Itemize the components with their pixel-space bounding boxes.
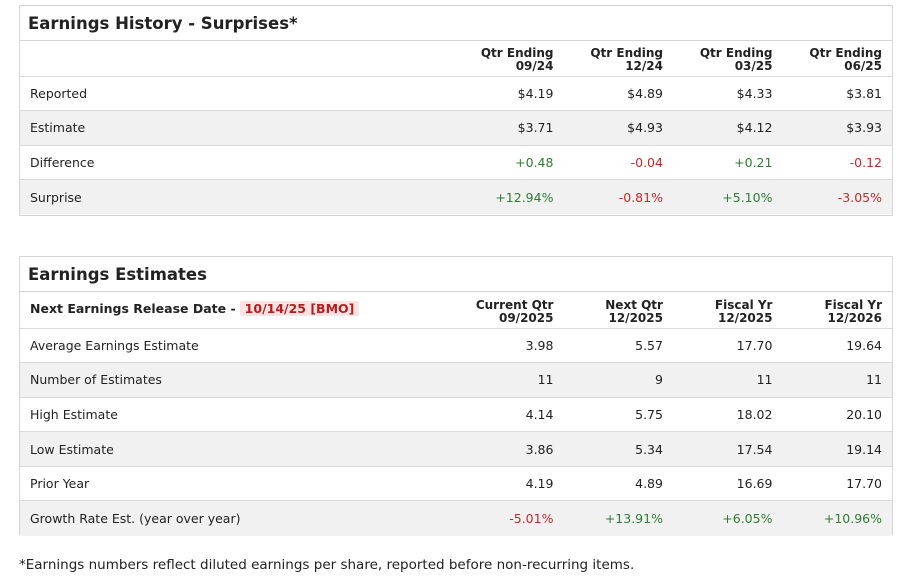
cell-value: 17.54: [672, 431, 783, 467]
history-row-surprise: Surprise +12.94% -0.81% +5.10% -3.05%: [20, 179, 892, 214]
estimates-row-low: Low Estimate 3.86 5.34 17.54 19.14: [20, 431, 892, 467]
cell-value: 11: [453, 362, 564, 398]
history-row-reported: Reported $4.19 $4.89 $4.33 $3.81: [20, 75, 892, 111]
row-label: Average Earnings Estimate: [20, 327, 454, 363]
row-label: Difference: [20, 144, 454, 180]
cell-value: 4.14: [453, 396, 564, 432]
earnings-estimates-panel: Earnings Estimates Next Earnings Release…: [19, 256, 893, 536]
cell-value: 11: [672, 362, 783, 398]
estimates-col-header-2: Next Qtr 12/2025: [605, 297, 663, 325]
estimates-row-growth-rate: Growth Rate Est. (year over year) -5.01%…: [20, 500, 892, 536]
history-row-estimate: Estimate $3.71 $4.93 $4.12 $3.93: [20, 110, 892, 145]
estimates-header-row: Next Earnings Release Date -10/14/25 [BM…: [20, 292, 892, 328]
history-header-empty: [20, 41, 454, 76]
cell-value: 4.89: [563, 465, 673, 501]
estimates-row-average: Average Earnings Estimate 3.98 5.57 17.7…: [20, 327, 892, 363]
cell-value: -0.81%: [563, 179, 673, 214]
row-label: Low Estimate: [20, 431, 454, 467]
cell-value: 5.34: [563, 431, 673, 467]
cell-value: +0.21: [672, 144, 783, 180]
estimates-col-header-3: Fiscal Yr 12/2025: [714, 297, 773, 325]
history-row-difference: Difference +0.48 -0.04 +0.21 -0.12: [20, 144, 892, 180]
cell-value: +5.10%: [672, 179, 783, 214]
cell-value: -0.04: [563, 144, 673, 180]
earnings-estimates-table: Next Earnings Release Date -10/14/25 [BM…: [20, 292, 892, 536]
earnings-history-panel: Earnings History - Surprises* Qtr Ending…: [19, 5, 893, 216]
row-label: High Estimate: [20, 396, 454, 432]
cell-value: +12.94%: [453, 179, 564, 214]
cell-value: $4.93: [563, 110, 673, 145]
history-col-header-3: Qtr Ending 03/25: [699, 45, 773, 73]
row-label: Prior Year: [20, 465, 454, 501]
cell-value: +0.48: [453, 144, 564, 180]
cell-value: $4.89: [563, 75, 673, 111]
history-col-header-1: Qtr Ending 09/24: [480, 45, 554, 73]
cell-value: 17.70: [782, 465, 892, 501]
estimates-row-high: High Estimate 4.14 5.75 18.02 20.10: [20, 396, 892, 432]
cell-value: 5.75: [563, 396, 673, 432]
footnote: *Earnings numbers reflect diluted earnin…: [19, 557, 635, 573]
estimates-col-header-1: Current Qtr 09/2025: [475, 297, 554, 325]
cell-value: 19.64: [782, 327, 892, 363]
cell-value: $3.71: [453, 110, 564, 145]
row-label: Reported: [20, 75, 454, 111]
cell-value: $3.93: [782, 110, 892, 145]
earnings-history-table: Qtr Ending 09/24 Qtr Ending 12/24 Qtr Endi…: [20, 41, 892, 214]
estimates-row-count: Number of Estimates 11 9 11 11: [20, 362, 892, 398]
cell-value: +6.05%: [672, 500, 783, 536]
history-col-header-4: Qtr Ending 06/25: [809, 45, 882, 73]
cell-value: 4.19: [453, 465, 564, 501]
next-release-date-badge: 10/14/25 [BMO]: [239, 300, 360, 316]
cell-value: 17.70: [672, 327, 783, 363]
cell-value: 9: [563, 362, 673, 398]
cell-value: $4.19: [453, 75, 564, 111]
cell-value: 3.86: [453, 431, 564, 467]
row-label: Growth Rate Est. (year over year): [20, 500, 454, 536]
cell-value: $4.12: [672, 110, 783, 145]
cell-value: 16.69: [672, 465, 783, 501]
cell-value: -0.12: [782, 144, 892, 180]
cell-value: 3.98: [453, 327, 564, 363]
cell-value: 5.57: [563, 327, 673, 363]
earnings-history-title: Earnings History - Surprises*: [20, 6, 892, 41]
history-header-row: Qtr Ending 09/24 Qtr Ending 12/24 Qtr Endi…: [20, 41, 892, 76]
row-label: Number of Estimates: [20, 362, 454, 398]
history-col-header-2: Qtr Ending 12/24: [590, 45, 663, 73]
cell-value: $3.81: [782, 75, 892, 111]
cell-value: -5.01%: [453, 500, 564, 536]
cell-value: 20.10: [782, 396, 892, 432]
estimates-row-prior-year: Prior Year 4.19 4.89 16.69 17.70: [20, 465, 892, 501]
cell-value: 18.02: [672, 396, 783, 432]
next-release-label: Next Earnings Release Date -: [30, 300, 236, 316]
cell-value: +10.96%: [782, 500, 892, 536]
cell-value: -3.05%: [782, 179, 892, 214]
cell-value: 11: [782, 362, 892, 398]
earnings-estimates-title: Earnings Estimates: [20, 257, 892, 292]
row-label: Estimate: [20, 110, 454, 145]
cell-value: $4.33: [672, 75, 783, 111]
cell-value: 19.14: [782, 431, 892, 467]
cell-value: +13.91%: [563, 500, 673, 536]
row-label: Surprise: [20, 179, 454, 214]
estimates-col-header-4: Fiscal Yr 12/2026: [824, 297, 882, 325]
next-release-header: Next Earnings Release Date -10/14/25 [BM…: [20, 292, 454, 328]
